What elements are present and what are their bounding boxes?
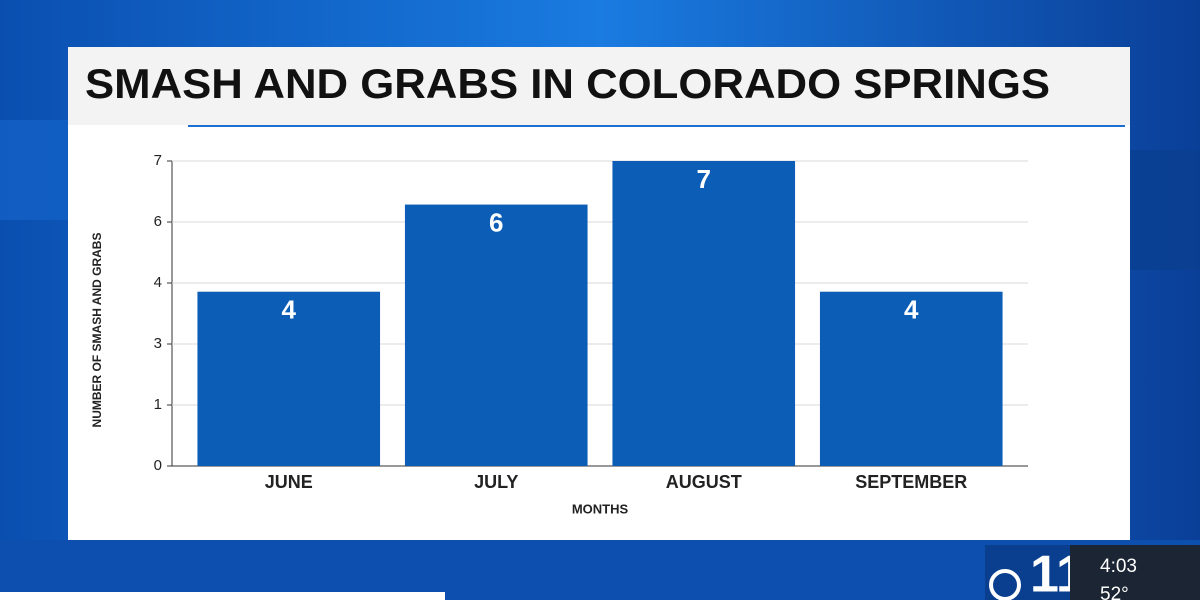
bar [612,161,796,466]
x-tick-label: JUNE [265,472,313,492]
y-tick-label: 3 [154,335,162,352]
x-tick-label: AUGUST [666,472,742,492]
bar [404,204,588,467]
y-tick-label: 1 [154,396,162,413]
y-tick-label: 4 [154,274,162,291]
y-axis-label: NUMBER OF SMASH AND GRABS [90,233,104,428]
y-tick-label: 7 [154,152,162,169]
bar [819,291,1003,466]
x-axis-label: MONTHS [572,501,629,516]
x-tick-label: JULY [474,472,518,492]
bg-tile [0,120,70,220]
value-label: 6 [489,207,503,237]
clock-time: 4:03 [1100,556,1137,577]
bar [197,291,381,466]
temperature: 52° [1100,584,1129,600]
bg-tile [1130,150,1200,270]
clock-box [1070,545,1200,600]
y-tick-label: 6 [154,213,162,230]
logo-eye [989,569,1021,600]
plot: 0 1 3 4 6 7 JUNE 4 JULY 6 AUGUST 7 SEPTEMBER 4 [154,152,1028,492]
ticker-strip [0,592,445,600]
y-tick-label: 0 [154,457,162,474]
chart-title: SMASH AND GRABS IN COLORADO SPRINGS [85,60,1050,107]
title-band [68,47,1130,125]
value-label: 7 [697,164,711,194]
value-label: 4 [904,295,919,325]
value-label: 4 [282,295,297,325]
x-tick-label: SEPTEMBER [855,472,967,492]
